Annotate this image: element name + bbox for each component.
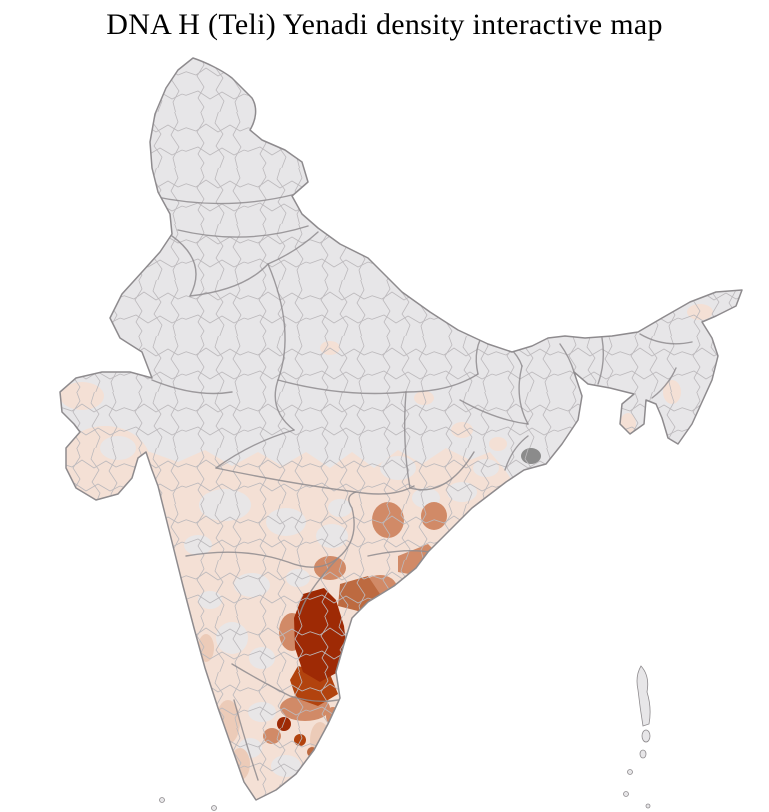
lakshadweep-islands[interactable]: [159, 797, 217, 811]
island-shapes[interactable]: [623, 665, 651, 809]
island[interactable]: [641, 729, 651, 743]
island[interactable]: [645, 803, 651, 809]
island[interactable]: [627, 769, 633, 775]
island[interactable]: [623, 791, 629, 797]
page-title: DNA H (Teli) Yenadi density interactive …: [106, 8, 663, 41]
island[interactable]: [639, 749, 647, 759]
andaman-nicobar-islands[interactable]: [623, 665, 651, 809]
india-outline: [59, 57, 743, 801]
island-shapes[interactable]: [159, 797, 217, 811]
district-boundaries-overlay: [60, 58, 742, 800]
island[interactable]: [211, 805, 217, 811]
island[interactable]: [636, 665, 651, 727]
island[interactable]: [159, 797, 165, 803]
